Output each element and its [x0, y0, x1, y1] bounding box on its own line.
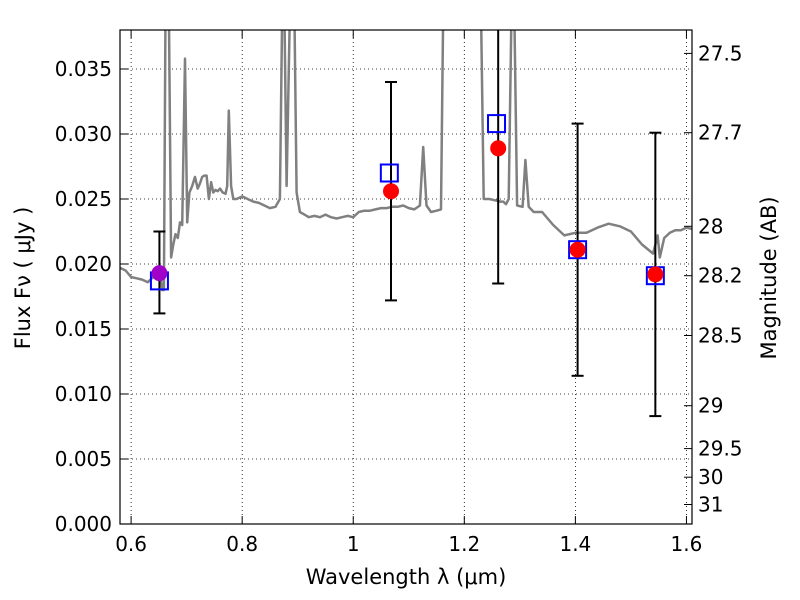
- y-tick-label: 0.010: [55, 382, 112, 406]
- right-tick-label: 28: [698, 214, 723, 238]
- observed-flux-point: [569, 241, 586, 258]
- plot-frame: [119, 29, 693, 525]
- x-axis-label: Wavelength λ (μm): [306, 565, 507, 589]
- right-tick-label: 31: [698, 493, 723, 517]
- model-photometry-square: [568, 240, 588, 260]
- model-spectrum-layer: [120, 30, 692, 292]
- x-tick-label: 1.6: [671, 532, 703, 556]
- y-tick-label: 0.030: [55, 122, 112, 146]
- y-tick-label: 0.025: [55, 187, 112, 211]
- model-photometry-square: [487, 114, 507, 134]
- right-tick-label: 29.5: [698, 437, 743, 461]
- observed-flux-point: [383, 183, 400, 200]
- right-tick-label: 27.5: [698, 41, 743, 65]
- data-markers: [149, 114, 665, 291]
- y-tick-label: 0.020: [55, 252, 112, 276]
- x-tick-label: 0.6: [115, 532, 147, 556]
- axis-ticks: [120, 30, 692, 525]
- y-tick-label: 0.015: [55, 317, 112, 341]
- x-tick-label: 0.8: [226, 532, 258, 556]
- observed-flux-point: [647, 266, 664, 283]
- right-tick-label: 28.5: [698, 324, 743, 348]
- x-tick-label: 1.2: [448, 532, 480, 556]
- observed-flux-point: [490, 140, 507, 157]
- x-tick-label: 1: [347, 532, 360, 556]
- y-tick-label: 0.000: [55, 512, 112, 536]
- model-photometry-square: [379, 163, 399, 183]
- right-tick-label: 30: [698, 465, 723, 489]
- right-axis-label: Magnitude (AB): [757, 196, 781, 359]
- y-tick-label: 0.005: [55, 447, 112, 471]
- axis-tick-labels: 0.6 0.8 1 1.2 1.4 1.6 0.000 0.005 0.010 0.015 0.02…: [55, 41, 743, 556]
- x-tick-label: 1.4: [559, 532, 591, 556]
- right-tick-label: 27.7: [698, 121, 743, 145]
- right-tick-label: 29: [698, 394, 723, 418]
- observed-flux-point: [151, 265, 168, 282]
- y-tick-label: 0.035: [55, 57, 112, 81]
- model-spectrum-line: [120, 30, 692, 292]
- y-axis-label: Flux Fν ( μJy ): [11, 207, 35, 350]
- right-tick-label: 28.2: [698, 264, 743, 288]
